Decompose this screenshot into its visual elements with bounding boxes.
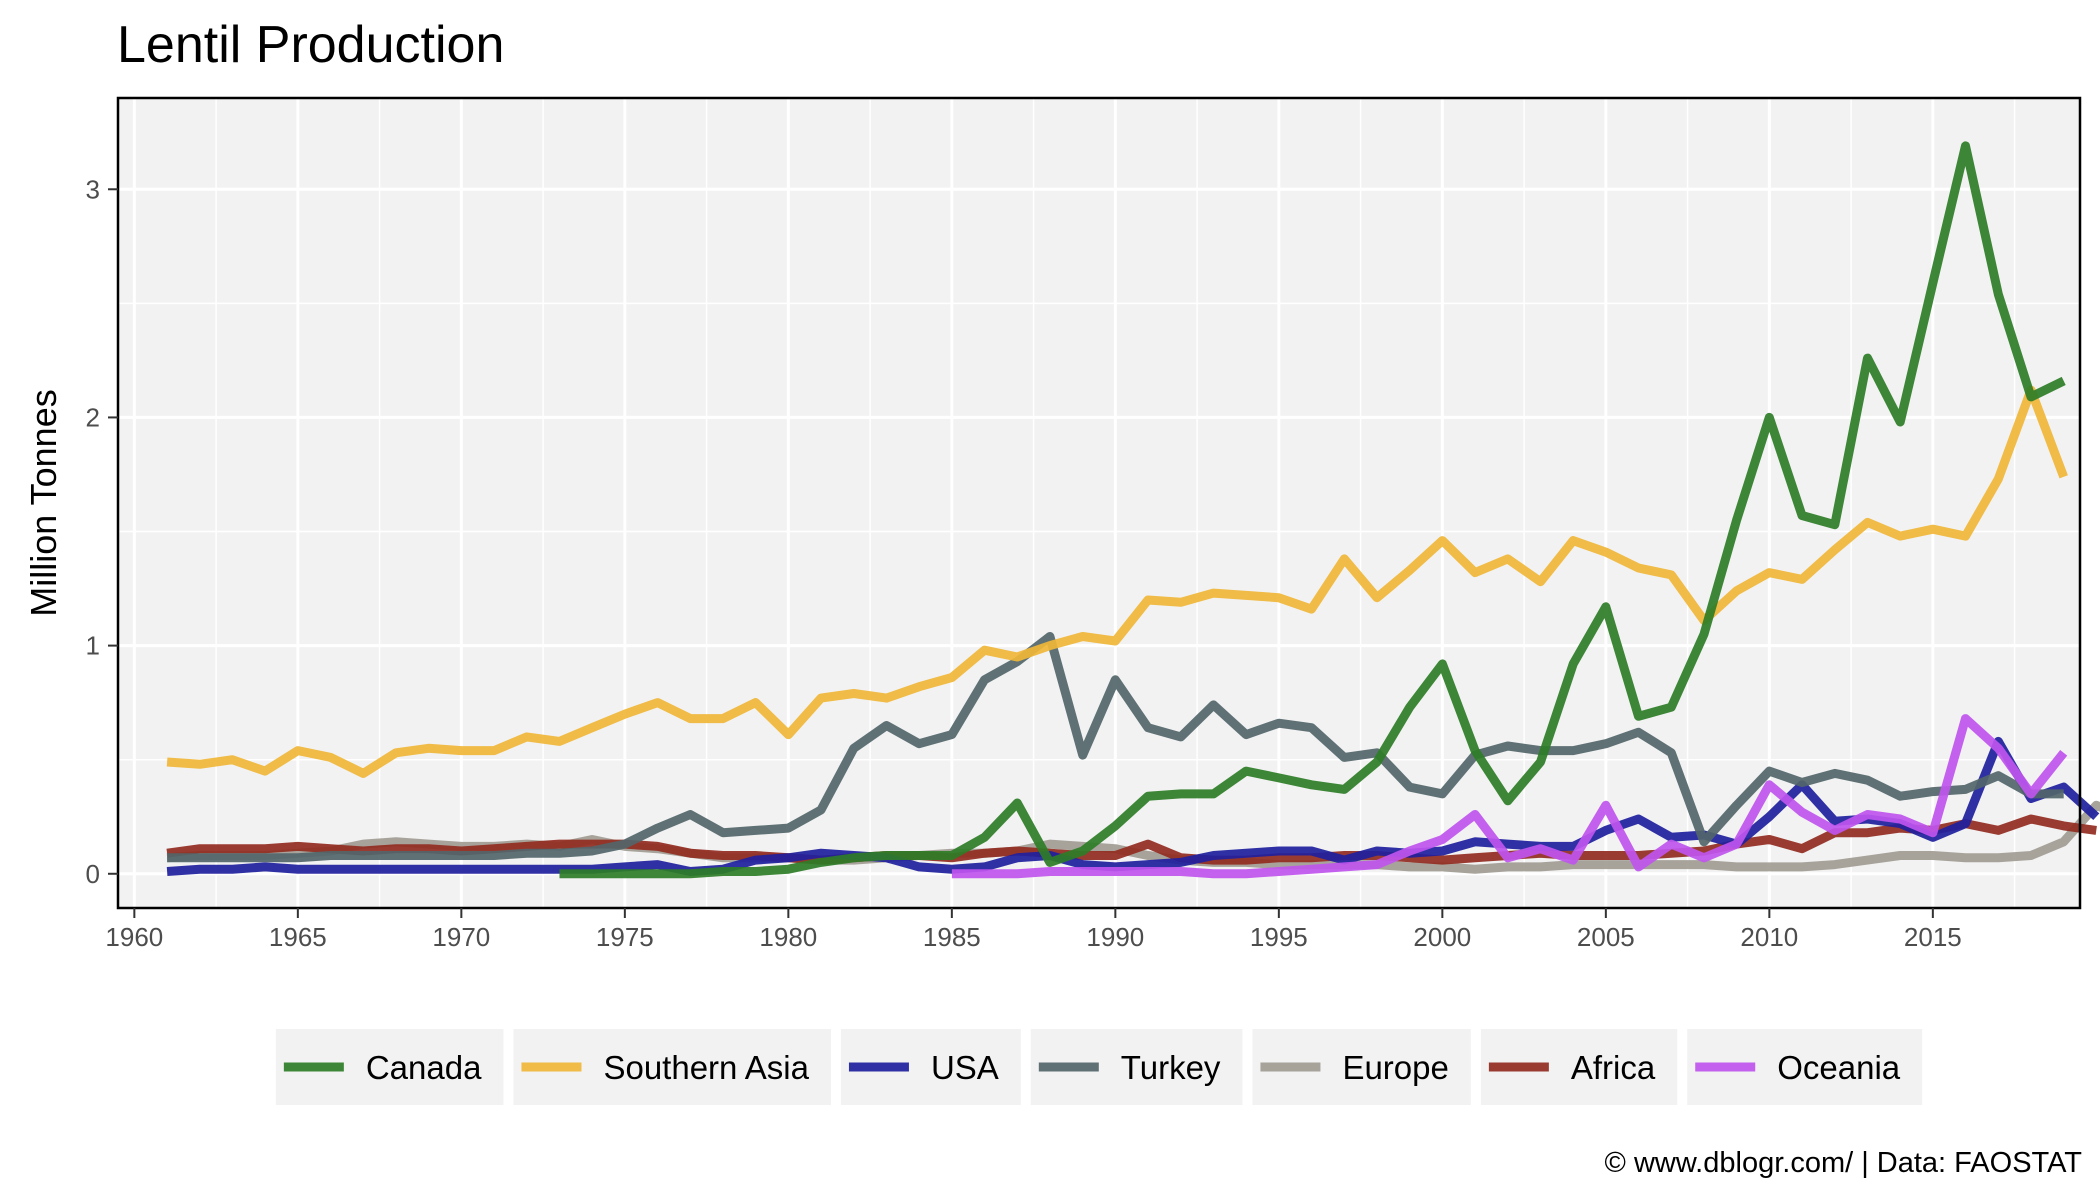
x-tick-label: 1990 [1086, 922, 1144, 952]
data-series [166, 141, 2100, 879]
x-tick-label: 1965 [269, 922, 327, 952]
legend-item-oceania: Oceania [1687, 1029, 1923, 1105]
series-line-usa [166, 736, 2100, 876]
legend-label: Europe [1342, 1049, 1448, 1086]
y-tick-label: 2 [86, 402, 100, 432]
y-tick-label: 0 [86, 859, 100, 889]
legend-label: Africa [1571, 1049, 1656, 1086]
x-tick-label: 2005 [1577, 922, 1635, 952]
legend-item-turkey: Turkey [1030, 1029, 1243, 1105]
x-tick-label: 1980 [759, 922, 817, 952]
legend-item-southern-asia: Southern Asia [513, 1029, 831, 1105]
legend: Canada Southern Asia USA Turkey Europe Africa… [275, 1029, 1923, 1105]
x-tick-label: 1985 [923, 922, 981, 952]
legend-label: Canada [366, 1049, 482, 1086]
y-axis-title: Million Tonnes [23, 389, 64, 616]
legend-label: USA [931, 1049, 999, 1086]
y-tick-label: 3 [86, 174, 100, 204]
x-tick-label: 1975 [596, 922, 654, 952]
legend-label: Southern Asia [603, 1049, 809, 1086]
series-line-turkey [167, 632, 2064, 863]
plot-background [118, 98, 2080, 908]
legend-item-europe: Europe [1252, 1029, 1471, 1105]
x-tick-label: 1970 [432, 922, 490, 952]
chart-title: Lentil Production [117, 16, 504, 74]
axes: 1960 1965 1970 1975 1980 1985 1990 1995 2000 2005… [86, 174, 1962, 952]
series-line-southern-asia [166, 385, 2068, 778]
legend-label: Turkey [1121, 1049, 1221, 1086]
caption: © www.dblogr.com/ | Data: FAOSTAT [1605, 1147, 2083, 1179]
series-line-oceania [951, 714, 2068, 879]
legend-item-usa: USA [840, 1029, 1021, 1105]
series-line-africa [166, 814, 2097, 865]
legend-item-canada: Canada [275, 1029, 504, 1105]
x-tick-label: 1960 [105, 922, 163, 952]
gridlines [118, 98, 2080, 908]
x-tick-label: 2010 [1740, 922, 1798, 952]
y-tick-label: 1 [86, 631, 100, 661]
plot-frame [116, 96, 2082, 910]
series-line-canada [559, 141, 2066, 879]
legend-item-africa: Africa [1480, 1029, 1678, 1105]
x-tick-label: 1995 [1250, 922, 1308, 952]
x-tick-label: 2015 [1904, 922, 1962, 952]
x-tick-label: 2000 [1413, 922, 1471, 952]
legend-label: Oceania [1777, 1049, 1901, 1086]
